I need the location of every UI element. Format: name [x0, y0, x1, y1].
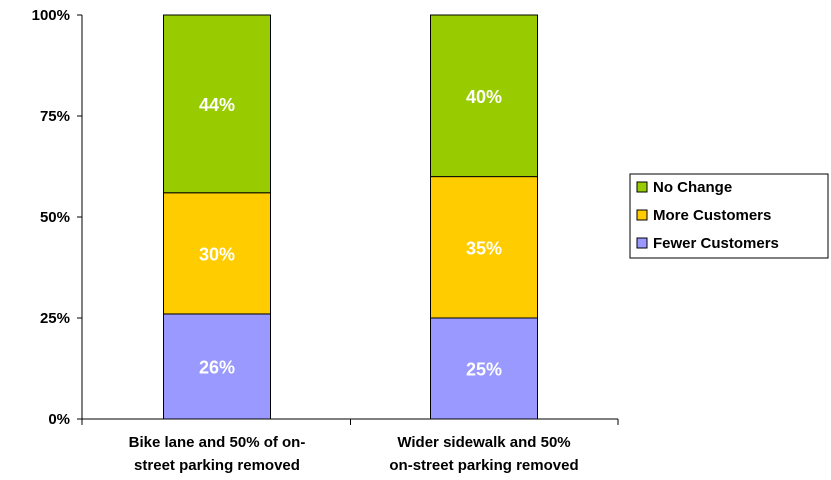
x-category-label: Bike lane and 50% of on-	[129, 434, 306, 451]
data-label: 44%	[199, 95, 235, 115]
data-label: 35%	[466, 238, 502, 258]
y-tick-label: 0%	[48, 411, 70, 428]
legend-swatch	[637, 210, 647, 220]
legend-label: Fewer Customers	[653, 235, 779, 252]
y-tick-label: 75%	[40, 108, 70, 125]
legend-label: More Customers	[653, 207, 771, 224]
data-label: 30%	[199, 244, 235, 264]
x-category-label: street parking removed	[134, 457, 300, 474]
legend-label: No Change	[653, 179, 732, 196]
legend-swatch	[637, 182, 647, 192]
y-axis: 0% 25% 50% 75% 100%	[32, 7, 82, 428]
bars: 26% 30% 44% 25% 35% 40%	[164, 15, 538, 419]
data-label: 40%	[466, 87, 502, 107]
legend-swatch	[637, 238, 647, 248]
x-category-label: Wider sidewalk and 50%	[397, 434, 570, 451]
x-category-label: on-street parking removed	[389, 457, 578, 474]
data-label: 25%	[466, 360, 502, 380]
legend: No Change More Customers Fewer Customers	[630, 174, 828, 258]
data-label: 26%	[199, 357, 235, 377]
x-axis: Bike lane and 50% of on-street parking r…	[82, 419, 618, 474]
y-tick-label: 25%	[40, 310, 70, 327]
y-tick-label: 50%	[40, 209, 70, 226]
y-tick-label: 100%	[32, 7, 70, 24]
